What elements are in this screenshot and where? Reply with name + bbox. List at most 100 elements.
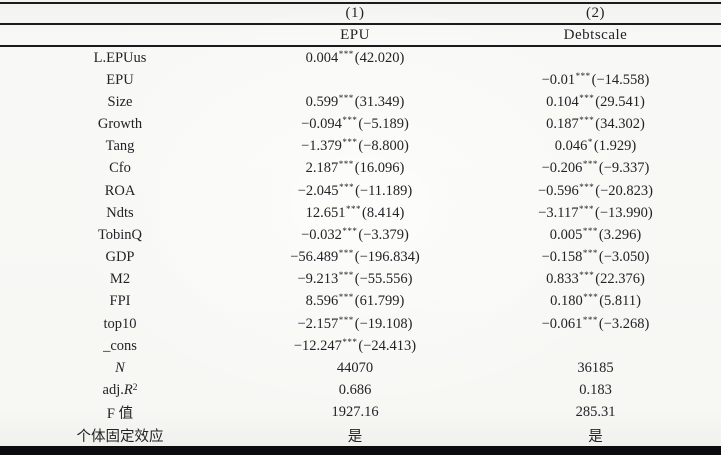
table-header-depvar-row: EPU Debtscale (0, 25, 721, 45)
header-depvar-2: Debtscale (563, 26, 628, 43)
cell-model-2: 0.180***(5.811) (550, 292, 641, 310)
row-label: Ndts (106, 204, 134, 221)
row-label: Size (107, 93, 133, 110)
significance-stars: *** (342, 137, 358, 148)
row-label: Growth (97, 116, 143, 133)
table-row: top10 −2.157***(−19.108) −0.061***(−3.268) (0, 313, 721, 335)
cell-model-2: −0.206***(−9.337) (541, 159, 650, 177)
significance-stars: *** (342, 115, 358, 126)
table-row: ROA −2.045***(−11.189) −0.596***(−20.823) (0, 180, 721, 202)
significance-stars: *** (582, 159, 598, 170)
header-model-2: (2) (586, 5, 605, 21)
table-rule-top (0, 2, 721, 4)
cell-model-1: −9.213***(−55.556) (297, 270, 413, 288)
cell-model-2: 285.31 (575, 404, 616, 421)
cell-model-1: −0.094***(−5.189) (301, 115, 409, 133)
row-label: Cfo (109, 160, 131, 177)
row-label: top10 (103, 315, 137, 332)
significance-stars: *** (338, 314, 354, 325)
significance-stars: * (587, 137, 593, 148)
table-row: N 44070 36185 (0, 357, 721, 379)
row-label: L.EPUus (93, 49, 147, 66)
significance-stars: *** (582, 225, 598, 236)
significance-stars: *** (579, 203, 595, 214)
cell-model-2: 0.183 (579, 382, 612, 399)
table-row: L.EPUus 0.004***(42.020) (0, 47, 721, 69)
significance-stars: *** (338, 92, 354, 103)
table-body: L.EPUus 0.004***(42.020) EPU −0.01***(−14.5… (0, 47, 721, 446)
header-depvar-1: EPU (340, 26, 370, 43)
significance-stars: *** (575, 70, 591, 81)
row-label: Tang (105, 138, 135, 155)
cell-model-1: −1.379***(−8.800) (301, 137, 409, 155)
significance-stars: *** (579, 115, 595, 126)
cell-model-1: 1927.16 (331, 404, 379, 421)
cell-model-2: −0.01***(−14.558) (541, 70, 650, 88)
cell-model-2: 36185 (577, 359, 614, 376)
table-row: TobinQ −0.032***(−3.379) 0.005***(3.296) (0, 224, 721, 246)
cell-model-1: −0.032***(−3.379) (301, 225, 409, 243)
row-label: TobinQ (97, 226, 143, 243)
significance-stars: *** (583, 292, 599, 303)
significance-stars: *** (346, 203, 362, 214)
row-label: _cons (103, 337, 137, 354)
row-label: FPI (109, 293, 131, 310)
cell-model-2: 0.833***(22.376) (546, 270, 645, 288)
row-label: N (115, 359, 125, 376)
significance-stars: *** (338, 248, 354, 259)
significance-stars: *** (582, 314, 598, 325)
table-row: F 值 1927.16 285.31 (0, 402, 721, 424)
cell-model-1: −2.157***(−19.108) (297, 314, 413, 332)
cell-model-2: 0.046*(1.929) (554, 137, 637, 155)
cell-model-1: 0.599***(31.349) (305, 92, 405, 110)
row-label: 个体固定效应 (76, 428, 164, 445)
cell-model-2: 0.005***(3.296) (549, 225, 642, 243)
table-row: GDP −56.489***(−196.834) −0.158***(−3.050) (0, 247, 721, 269)
cell-model-1: 0.686 (338, 382, 372, 399)
cell-model-2: −3.117***(−13.990) (538, 203, 653, 221)
cell-model-2: 0.187***(34.302) (546, 115, 645, 133)
cell-model-1: −2.045***(−11.189) (297, 181, 413, 199)
table-rule-mid-1 (0, 23, 721, 25)
cell-model-2: −0.158***(−3.050) (541, 248, 650, 266)
significance-stars: *** (579, 270, 595, 281)
table-row: Ndts 12.651***(8.414) −3.117***(−13.990) (0, 202, 721, 224)
cell-model-2: 0.104***(29.541) (546, 92, 645, 110)
cell-model-1: 是 (347, 428, 363, 445)
row-label: EPU (106, 71, 134, 88)
row-label: adj.R2 (102, 382, 138, 399)
cell-model-2: 是 (588, 428, 603, 445)
cell-model-1: −56.489***(−196.834) (290, 248, 420, 266)
table-row: M2 −9.213***(−55.556) 0.833***(22.376) (0, 269, 721, 291)
significance-stars: *** (338, 270, 354, 281)
cell-model-1: 8.596***(61.799) (305, 292, 405, 310)
significance-stars: *** (338, 159, 354, 170)
table-row: Tang −1.379***(−8.800) 0.046*(1.929) (0, 136, 721, 158)
significance-stars: *** (579, 92, 595, 103)
table-rule-mid-2 (0, 45, 721, 47)
table-header-model-row: (1) (2) (0, 4, 721, 23)
cell-model-2: −0.596***(−20.823) (537, 181, 654, 199)
header-model-1: (1) (345, 5, 365, 21)
table-row: 个体固定效应 是 是 (0, 424, 721, 446)
cell-model-1: 44070 (336, 359, 374, 376)
significance-stars: *** (342, 336, 358, 347)
significance-stars: *** (338, 48, 354, 59)
cell-model-1: 0.004***(42.020) (305, 48, 405, 66)
significance-stars: *** (579, 181, 595, 192)
table-row: Cfo 2.187***(16.096) −0.206***(−9.337) (0, 158, 721, 180)
row-label: F 值 (106, 406, 134, 423)
significance-stars: *** (338, 292, 354, 303)
cell-model-1: 12.651***(8.414) (305, 203, 405, 221)
cell-model-2: −0.061***(−3.268) (541, 314, 650, 332)
row-label: GDP (105, 249, 135, 266)
table-row: _cons −12.247***(−24.413) (0, 335, 721, 357)
significance-stars: *** (342, 225, 358, 236)
cell-model-1: 2.187***(16.096) (305, 159, 405, 177)
significance-stars: *** (339, 181, 355, 192)
table-row: Growth −0.094***(−5.189) 0.187***(34.302) (0, 114, 721, 136)
row-label: M2 (109, 271, 131, 288)
